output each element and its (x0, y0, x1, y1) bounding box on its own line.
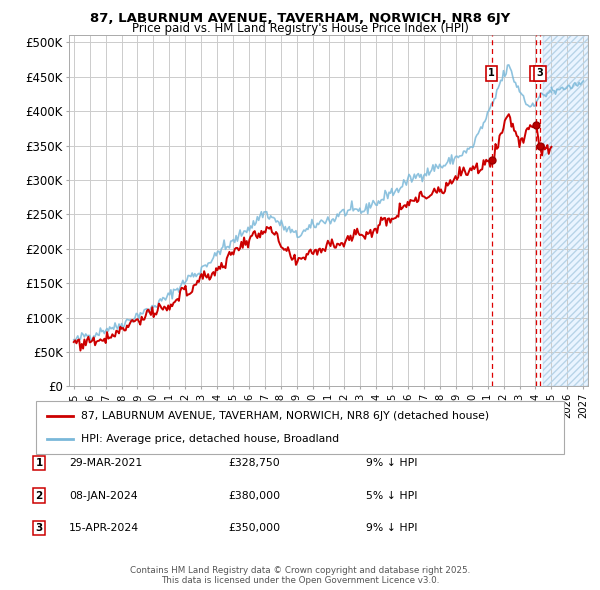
Text: 3: 3 (537, 68, 544, 78)
Text: 9% ↓ HPI: 9% ↓ HPI (366, 458, 418, 468)
Text: 2: 2 (35, 491, 43, 500)
Text: 1: 1 (35, 458, 43, 468)
Bar (544, 35, 588, 386)
Text: 08-JAN-2024: 08-JAN-2024 (69, 491, 137, 500)
Text: 5% ↓ HPI: 5% ↓ HPI (366, 491, 418, 500)
Text: 1: 1 (488, 68, 495, 78)
Text: 2: 2 (533, 68, 539, 78)
Text: 29-MAR-2021: 29-MAR-2021 (69, 458, 142, 468)
Text: £380,000: £380,000 (228, 491, 280, 500)
Text: Price paid vs. HM Land Registry's House Price Index (HPI): Price paid vs. HM Land Registry's House … (131, 22, 469, 35)
FancyBboxPatch shape (36, 401, 564, 454)
Text: 87, LABURNUM AVENUE, TAVERHAM, NORWICH, NR8 6JY (detached house): 87, LABURNUM AVENUE, TAVERHAM, NORWICH, … (81, 411, 489, 421)
Text: 3: 3 (35, 523, 43, 533)
Text: £328,750: £328,750 (228, 458, 280, 468)
Text: 15-APR-2024: 15-APR-2024 (69, 523, 139, 533)
Text: Contains HM Land Registry data © Crown copyright and database right 2025.
This d: Contains HM Land Registry data © Crown c… (130, 566, 470, 585)
Text: £350,000: £350,000 (228, 523, 280, 533)
Bar (544, 35, 588, 386)
Text: 87, LABURNUM AVENUE, TAVERHAM, NORWICH, NR8 6JY: 87, LABURNUM AVENUE, TAVERHAM, NORWICH, … (90, 12, 510, 25)
Text: 9% ↓ HPI: 9% ↓ HPI (366, 523, 418, 533)
Text: HPI: Average price, detached house, Broadland: HPI: Average price, detached house, Broa… (81, 434, 339, 444)
